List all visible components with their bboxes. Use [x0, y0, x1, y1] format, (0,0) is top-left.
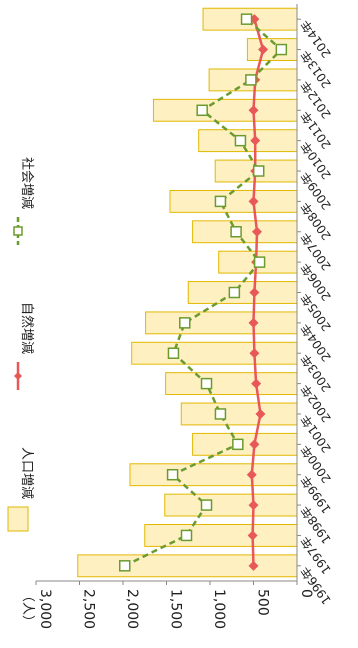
point-自然増減-2008年	[248, 196, 259, 207]
bar-2000年	[192, 432, 298, 456]
point-社会増減-2000年	[232, 438, 244, 451]
bar-1997年	[144, 524, 298, 547]
legend-label: 自然増減	[19, 302, 35, 354]
bar-2010年	[198, 129, 298, 153]
bar-1996年	[77, 554, 298, 578]
point-社会増減-2007年	[230, 226, 242, 238]
point-自然増減-1998年	[248, 500, 259, 511]
point-自然増減-2010年	[250, 135, 261, 146]
point-自然増減-1999年	[246, 469, 257, 480]
bar-2004年	[145, 311, 298, 335]
point-自然増減-2005年	[249, 287, 260, 298]
point-社会増減-1999年	[166, 468, 179, 481]
point-自然増減-2011年	[248, 105, 259, 116]
point-社会増減-1997年	[180, 529, 193, 542]
point-自然増減-2000年	[249, 439, 260, 450]
bar-2005年	[187, 281, 298, 304]
legend-item-人口増減: 人口増減	[7, 447, 35, 532]
legend-marker	[14, 372, 22, 380]
point-社会増減-2013年	[275, 43, 288, 56]
legend-item-自然増減: 自然増減	[14, 302, 35, 390]
point-社会増減-2002年	[200, 377, 213, 390]
value-tick-label: 500	[255, 589, 271, 616]
legend: 人口増減 自然増減 社会増減	[7, 157, 35, 532]
point-自然増減-2003年	[249, 348, 260, 359]
point-自然増減-2013年	[258, 44, 269, 55]
point-自然増減-2007年	[251, 226, 262, 237]
value-unit-label: （人）	[20, 589, 35, 628]
point-社会増減-1996年	[118, 560, 131, 572]
point-社会増減-2005年	[228, 286, 241, 299]
value-tick-label: 1,000	[211, 589, 227, 629]
value-tick-label: 2,500	[81, 589, 97, 629]
legend-item-社会増減: 社会増減	[13, 157, 35, 245]
point-社会増減-2006年	[253, 256, 266, 268]
legend-swatch	[7, 506, 29, 532]
value-tick-label: 3,000	[37, 589, 53, 629]
point-社会増減-2003年	[167, 347, 180, 359]
point-自然増減-2004年	[248, 317, 259, 328]
bar-2008年	[169, 189, 298, 213]
bar-2011年	[152, 98, 298, 122]
point-自然増減-2001年	[255, 408, 266, 419]
plot-area	[77, 7, 298, 578]
point-社会増減-2001年	[214, 408, 227, 420]
legend-label: 社会増減	[19, 157, 35, 209]
point-自然増減-1997年	[247, 530, 258, 541]
point-社会増減-2004年	[179, 317, 191, 329]
bar-2001年	[180, 402, 298, 426]
bar-1999年	[129, 463, 298, 487]
point-社会増減-2014年	[240, 13, 253, 25]
value-tick-label: 2,000	[124, 589, 140, 629]
bar-2007年	[192, 220, 298, 244]
point-社会増減-2011年	[196, 104, 208, 117]
point-社会増減-2008年	[214, 195, 227, 208]
point-自然増減-2002年	[251, 378, 262, 389]
point-社会増減-1998年	[200, 499, 213, 511]
bar-2002年	[165, 372, 298, 396]
legend-marker	[13, 226, 23, 236]
bar-1998年	[164, 493, 298, 517]
legend-label: 人口増減	[19, 447, 35, 499]
point-社会増減-2010年	[234, 134, 247, 147]
point-社会増減-2009年	[252, 165, 265, 177]
point-社会増減-2012年	[245, 74, 257, 86]
point-自然増減-1996年	[248, 560, 259, 571]
value-tick-label: 1,500	[168, 589, 184, 629]
bar-2003年	[131, 341, 298, 365]
value-tick-label: 0	[298, 589, 314, 598]
